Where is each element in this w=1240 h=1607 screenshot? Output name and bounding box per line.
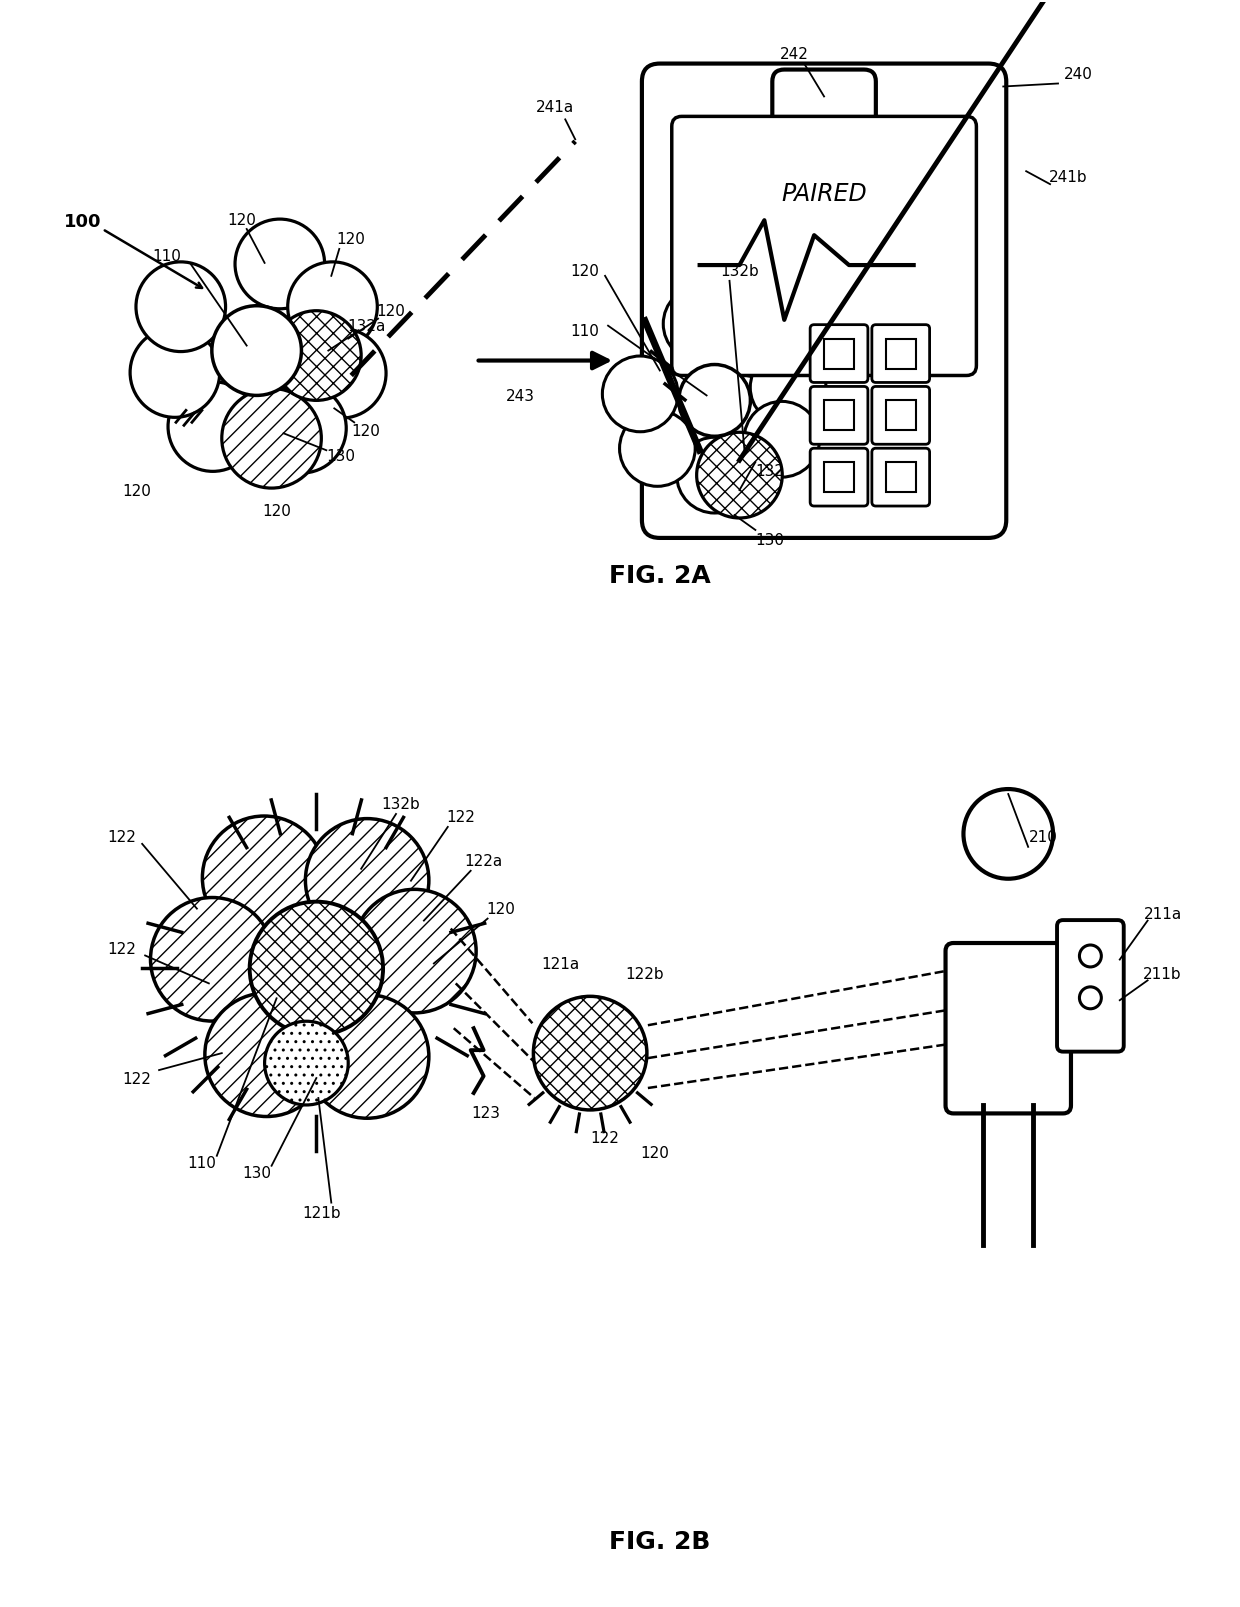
Circle shape xyxy=(678,365,750,437)
Circle shape xyxy=(663,286,739,363)
Text: 240: 240 xyxy=(1064,67,1092,82)
Text: 121b: 121b xyxy=(303,1205,341,1220)
Text: 122b: 122b xyxy=(625,966,665,982)
Bar xyxy=(885,463,915,493)
Text: 210: 210 xyxy=(1029,829,1058,845)
Text: 130: 130 xyxy=(327,448,356,463)
Text: FIG. 2A: FIG. 2A xyxy=(609,564,711,588)
FancyBboxPatch shape xyxy=(810,448,868,506)
FancyBboxPatch shape xyxy=(773,71,875,140)
Bar xyxy=(885,339,915,370)
Text: 243: 243 xyxy=(506,389,534,403)
Text: 211a: 211a xyxy=(1143,906,1182,921)
Circle shape xyxy=(257,384,346,474)
Circle shape xyxy=(719,302,795,378)
Text: 242: 242 xyxy=(780,47,808,63)
Circle shape xyxy=(352,890,476,1014)
Circle shape xyxy=(130,328,219,418)
Text: 123: 123 xyxy=(471,1106,500,1120)
Circle shape xyxy=(212,307,301,397)
FancyBboxPatch shape xyxy=(872,387,930,445)
Circle shape xyxy=(249,902,383,1035)
Circle shape xyxy=(136,262,226,352)
Circle shape xyxy=(202,816,326,940)
Text: 110: 110 xyxy=(570,325,600,339)
Text: 110: 110 xyxy=(153,249,181,264)
Circle shape xyxy=(697,432,782,519)
Circle shape xyxy=(533,996,647,1110)
Text: 241b: 241b xyxy=(1049,170,1087,185)
FancyBboxPatch shape xyxy=(872,326,930,382)
Circle shape xyxy=(305,820,429,943)
Circle shape xyxy=(750,350,826,426)
Text: 122: 122 xyxy=(108,829,136,845)
Circle shape xyxy=(744,402,820,477)
Text: 122: 122 xyxy=(123,1070,151,1086)
Text: 120: 120 xyxy=(227,212,257,227)
Text: 130: 130 xyxy=(242,1165,272,1181)
FancyBboxPatch shape xyxy=(642,64,1007,538)
Text: 120: 120 xyxy=(262,503,291,517)
Circle shape xyxy=(236,220,325,310)
Circle shape xyxy=(677,439,753,514)
Text: 130: 130 xyxy=(755,534,784,548)
FancyBboxPatch shape xyxy=(672,117,976,376)
FancyBboxPatch shape xyxy=(810,387,868,445)
Circle shape xyxy=(264,1022,348,1106)
FancyBboxPatch shape xyxy=(946,943,1071,1114)
FancyBboxPatch shape xyxy=(872,448,930,506)
Text: 122: 122 xyxy=(108,942,136,956)
Circle shape xyxy=(222,389,321,489)
Text: 120: 120 xyxy=(337,233,366,247)
Bar xyxy=(825,402,854,431)
Text: 120: 120 xyxy=(123,484,151,498)
Text: 120: 120 xyxy=(570,264,600,280)
Bar xyxy=(825,339,854,370)
Text: 211b: 211b xyxy=(1143,966,1182,982)
Text: 132: 132 xyxy=(755,463,784,479)
Circle shape xyxy=(620,411,696,487)
Circle shape xyxy=(963,789,1053,879)
Circle shape xyxy=(1080,987,1101,1009)
Text: FIG. 2B: FIG. 2B xyxy=(609,1530,711,1554)
Circle shape xyxy=(150,898,274,1022)
Text: 132b: 132b xyxy=(720,264,759,280)
FancyBboxPatch shape xyxy=(810,326,868,382)
Text: 120: 120 xyxy=(640,1146,670,1160)
Circle shape xyxy=(169,382,258,472)
Bar xyxy=(885,402,915,431)
Text: 241a: 241a xyxy=(536,100,574,114)
FancyBboxPatch shape xyxy=(1056,921,1123,1053)
Circle shape xyxy=(272,312,361,402)
Circle shape xyxy=(305,995,429,1118)
Text: 120: 120 xyxy=(486,902,515,916)
Text: 121a: 121a xyxy=(541,956,579,971)
Circle shape xyxy=(603,357,678,432)
Text: 120: 120 xyxy=(352,424,381,439)
Text: 100: 100 xyxy=(63,212,102,231)
Bar xyxy=(825,463,854,493)
Circle shape xyxy=(296,329,386,419)
Text: 122: 122 xyxy=(446,810,475,824)
Circle shape xyxy=(288,262,377,352)
Text: 122: 122 xyxy=(590,1131,620,1146)
Text: 122a: 122a xyxy=(465,853,502,869)
Circle shape xyxy=(1080,945,1101,967)
Text: 132b: 132b xyxy=(382,797,420,812)
Text: 110: 110 xyxy=(187,1155,216,1170)
Text: 120: 120 xyxy=(377,304,405,320)
Text: PAIRED: PAIRED xyxy=(781,182,867,206)
Text: 132a: 132a xyxy=(347,318,386,334)
Circle shape xyxy=(205,993,329,1117)
